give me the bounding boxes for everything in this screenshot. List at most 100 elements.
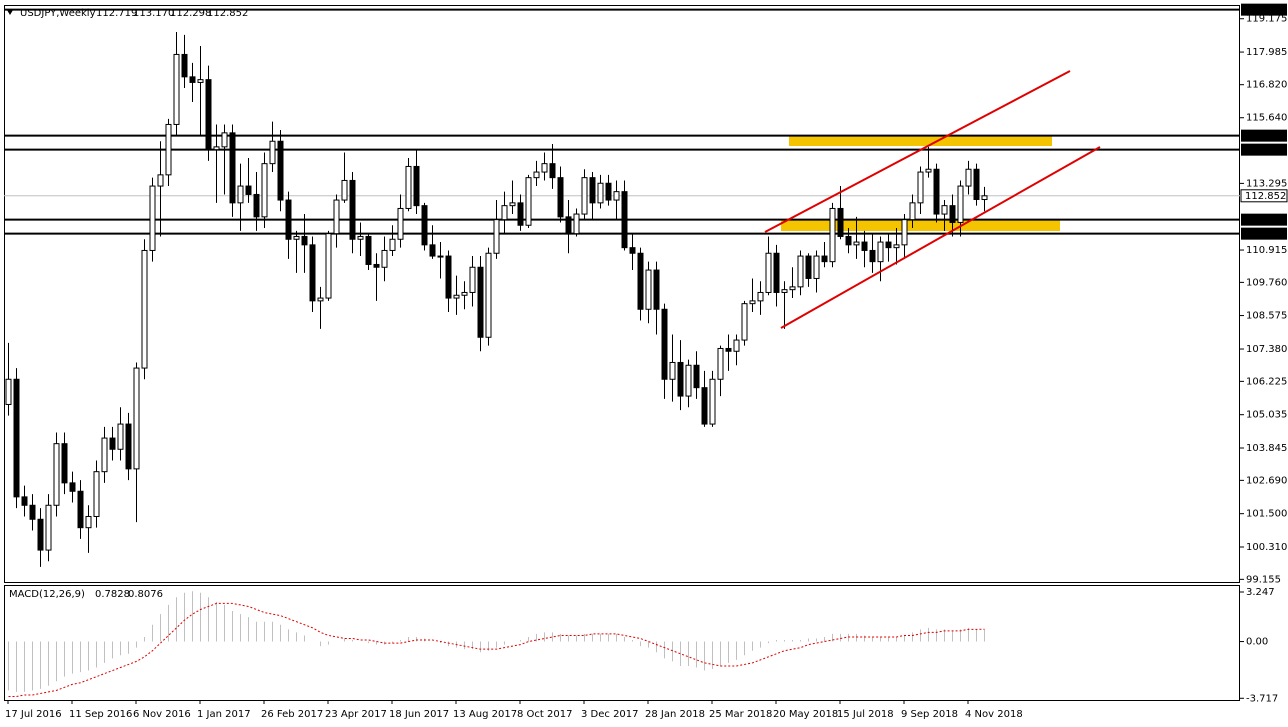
candle-body [485, 252, 492, 338]
candle-body [157, 174, 164, 187]
candle-body [693, 364, 700, 389]
candle-body [293, 235, 300, 240]
candle-body [365, 235, 372, 265]
low-value: 112.298 [170, 8, 211, 19]
level-label-box [1241, 213, 1287, 226]
upper-trend-line [764, 70, 1071, 233]
candle-body [509, 202, 516, 207]
x-tick-label: 8 Oct 2017 [517, 709, 572, 720]
axis: 119.175 117.985 116.820 115.640 113.295 110.9… [5, 3, 1288, 720]
candle-body [965, 168, 972, 187]
candle-body [781, 289, 788, 293]
candle-body [845, 235, 852, 246]
y-tick-label: 105.035 [1246, 410, 1287, 421]
candle-body [525, 177, 532, 226]
candle-body [869, 249, 876, 263]
candle-body [125, 423, 132, 470]
candle-body [397, 207, 404, 240]
candle-body [949, 205, 956, 223]
x-tick-label: 15 Jul 2018 [837, 709, 894, 720]
candle-body [341, 179, 348, 201]
candle-body [597, 182, 604, 204]
level-label-box [1241, 227, 1287, 240]
candle-body [893, 244, 900, 249]
x-tick-label: 3 Dec 2017 [581, 709, 639, 720]
candle-body [309, 244, 316, 302]
candle-body [973, 168, 980, 200]
candle-body [117, 423, 124, 450]
level-label: 114.500 [1245, 145, 1286, 156]
candle-body [453, 294, 460, 299]
macd-y-tick-label: 3.247 [1246, 587, 1275, 598]
candle-body [957, 185, 964, 223]
candle-body [349, 179, 356, 240]
x-tick-label: 26 Feb 2017 [261, 709, 323, 720]
macd-frame [4, 585, 1240, 701]
y-tick-label: 119.175 [1246, 14, 1287, 25]
candle-body [205, 79, 212, 151]
candle-body [533, 171, 540, 179]
candle-body [629, 247, 636, 254]
candle-body [333, 199, 340, 235]
macd-title: MACD(12,26,9) [9, 589, 85, 600]
candle-body [733, 339, 740, 352]
candle-body [837, 207, 844, 237]
candle-body [301, 235, 308, 246]
candle-body [621, 191, 628, 249]
candle-body [269, 140, 276, 165]
candle-body [93, 471, 100, 517]
y-tick-label: 106.225 [1246, 376, 1287, 387]
candle-body [21, 496, 28, 506]
symbol-menu[interactable] [7, 10, 13, 15]
candle-body [757, 291, 764, 302]
candle-body [317, 297, 324, 302]
candle-body [685, 364, 692, 397]
candle-body [197, 79, 204, 83]
y-tick-label: 103.845 [1246, 443, 1287, 454]
candle-body [725, 347, 732, 352]
candle-body [653, 269, 660, 310]
candle-body [381, 249, 388, 268]
candle-body [421, 205, 428, 246]
level-label: 115.000 [1245, 131, 1286, 142]
x-tick-label: 25 Mar 2018 [709, 709, 772, 720]
x-tick-label: 13 Aug 2017 [453, 709, 517, 720]
level-label: 111.500 [1245, 229, 1286, 240]
candle-body [981, 195, 988, 201]
candle-body [69, 482, 76, 492]
x-tick-label: 4 Nov 2018 [965, 709, 1023, 720]
candle-body [941, 205, 948, 215]
candle-body [853, 241, 860, 246]
candle-body [13, 378, 20, 498]
x-tick-label: 11 Sep 2016 [69, 709, 132, 720]
candle-body [925, 168, 932, 173]
x-tick-label: 23 Apr 2017 [325, 709, 387, 720]
candle-body [29, 504, 36, 520]
level-label: 119.500 [1245, 5, 1286, 16]
open-value: 112.719 [96, 8, 137, 19]
candle-body [829, 207, 836, 263]
candle-body [165, 123, 172, 176]
x-tick-label: 18 Jun 2017 [389, 709, 449, 720]
level-label-box [1241, 129, 1287, 142]
candle-body [885, 241, 892, 249]
macd-y-tick-label: -3.717 [1246, 693, 1278, 704]
macd-signal-value: 0.8076 [128, 589, 163, 600]
candle-body [5, 378, 12, 405]
candle-body [789, 286, 796, 291]
plot [5, 32, 988, 697]
candle-body [133, 367, 140, 470]
candle-body [477, 266, 484, 338]
candle-body [213, 146, 220, 151]
candle-body [773, 252, 780, 293]
candle-body [861, 241, 868, 251]
y-tick-label: 107.380 [1246, 344, 1287, 355]
candle-body [37, 518, 44, 551]
candle-body [645, 269, 652, 310]
candle-body [373, 263, 380, 268]
candle-body [189, 76, 196, 83]
candle-body [237, 185, 244, 204]
macd-main-value: 0.7828 [95, 589, 130, 600]
